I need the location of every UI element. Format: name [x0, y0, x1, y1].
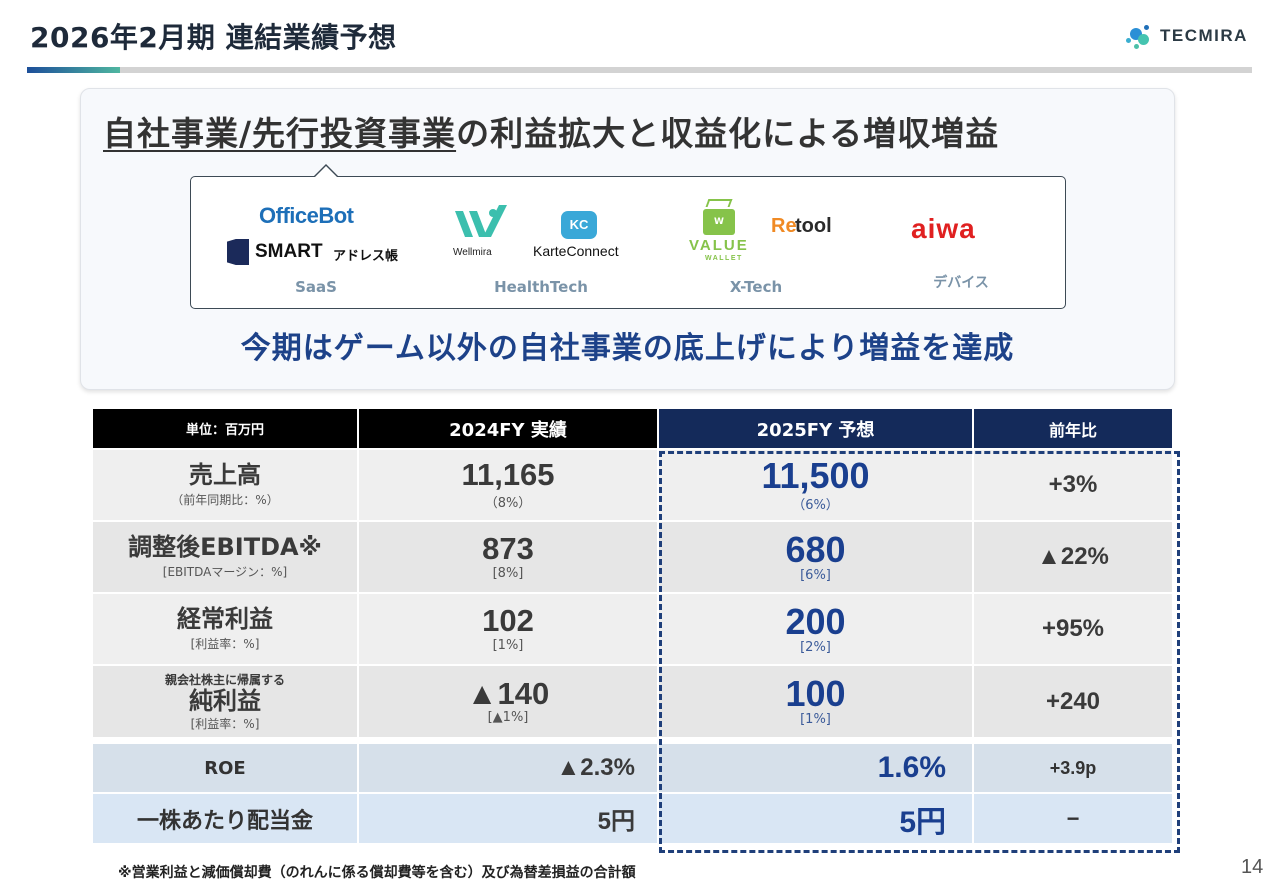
yoy-cell: ▲22%: [973, 520, 1174, 593]
table-row-ebitda: 調整後EBITDA※ [EBITDAマージン：%] 873 [8%] 680 [6%]…: [93, 520, 1174, 593]
row-label: 親会社株主に帰属する 純利益 [利益率：%]: [93, 664, 359, 737]
table-row-ordinary-profit: 経常利益 [利益率：%] 102 [1%] 200 [2%] +95%: [93, 592, 1174, 665]
title-divider: [27, 67, 1252, 73]
header-2025-forecast: 2025FY 予想: [658, 409, 974, 449]
row-label: ROE: [93, 742, 359, 793]
yoy-cell: +95%: [973, 592, 1174, 665]
table-row-roe: ROE ▲2.3% 1.6% +3.9p: [93, 742, 1174, 793]
category-label-saas: SaaS: [295, 278, 337, 296]
row-label: 一株あたり配当金: [93, 792, 359, 843]
retool-logo-tool: tool: [795, 215, 832, 237]
earnings-forecast-table: 単位：百万円 2024FY 実績 2025FY 予想 前年比 売上高 （前年同期比…: [93, 409, 1174, 843]
header-yoy: 前年比: [973, 409, 1174, 449]
table-row-dividend: 一株あたり配当金 5円 5円 −: [93, 792, 1174, 843]
forecast-cell: 1.6%: [658, 742, 974, 793]
hero-headline-rest: の利益拡大と収益化による増収増益: [456, 114, 1000, 153]
category-xtech: W VALUE WALLET Re tool X-Tech: [671, 177, 851, 310]
yoy-cell: +3%: [973, 448, 1174, 521]
forecast-cell: 200 [2%]: [658, 592, 974, 665]
retool-logo-re: Re: [771, 215, 797, 237]
actual-cell: ▲140 [▲1%]: [358, 664, 659, 737]
header-unit: 単位：百万円: [93, 409, 359, 449]
forecast-cell: 11,500 （6%）: [658, 448, 974, 521]
address-book-logo-suffix: アドレス帳: [333, 248, 399, 263]
business-callout: OfficeBot SMART アドレス帳 SaaS Wellmira KC K…: [190, 164, 1066, 310]
value-logo-text: VALUE: [689, 237, 749, 254]
category-label-device: デバイス: [933, 275, 989, 291]
footnote: ※営業利益と減価償却費（のれんに係る償却費等を含む）及び為替差損益の合計額: [118, 865, 636, 881]
wellmira-logo-icon: [455, 205, 507, 237]
actual-cell: 11,165 （8%）: [358, 448, 659, 521]
wallet-flap-shape: [705, 199, 733, 207]
actual-cell: 102 [1%]: [358, 592, 659, 665]
table-header-row: 単位：百万円 2024FY 実績 2025FY 予想 前年比: [93, 409, 1174, 449]
smart-address-book-icon: [227, 239, 249, 265]
forecast-cell: 100 [1%]: [658, 664, 974, 737]
category-healthtech: Wellmira KC KarteConnect HealthTech: [441, 177, 641, 310]
hero-summary: 今期はゲーム以外の自社事業の底上げにより増益を達成: [240, 331, 1015, 366]
value-wallet-logo-icon: W: [703, 209, 735, 235]
smart-logo: SMART: [255, 241, 323, 262]
hero-headline-underlined: 自社事業/先行投資事業: [103, 114, 457, 153]
row-label: 調整後EBITDA※ [EBITDAマージン：%]: [93, 520, 359, 593]
table-row-net-income: 親会社株主に帰属する 純利益 [利益率：%] ▲140 [▲1%] 100 [1%] +…: [93, 664, 1174, 737]
forecast-cell: 5円: [658, 792, 974, 843]
yoy-cell: +240: [973, 664, 1174, 737]
karteconnect-logo-text: KarteConnect: [533, 243, 619, 259]
wallet-logo-text: WALLET: [705, 255, 743, 262]
logo-text: TECMIRA: [1160, 26, 1248, 45]
callout-tail: [313, 164, 339, 177]
officebot-logo: OfficeBot: [259, 203, 354, 228]
actual-cell: 5円: [358, 792, 659, 843]
row-label: 売上高 （前年同期比：%）: [93, 448, 359, 521]
category-saas: OfficeBot SMART アドレス帳 SaaS: [221, 177, 411, 310]
hero-panel: 自社事業/先行投資事業の利益拡大と収益化による増収増益 OfficeBot SM…: [80, 88, 1175, 390]
yoy-cell: +3.9p: [973, 742, 1174, 793]
page-title: 2026年2月期 連結業績予想: [30, 21, 397, 54]
wellmira-logo-text: Wellmira: [453, 247, 492, 258]
forecast-cell: 680 [6%]: [658, 520, 974, 593]
category-label-healthtech: HealthTech: [494, 278, 588, 296]
category-label-xtech: X-Tech: [729, 278, 783, 296]
company-logo: TECMIRA: [1124, 22, 1248, 50]
header-2024-actual: 2024FY 実績: [358, 409, 659, 449]
hero-headline: 自社事業/先行投資事業の利益拡大と収益化による増収増益: [103, 107, 999, 155]
row-label: 経常利益 [利益率：%]: [93, 592, 359, 665]
table-row-revenue: 売上高 （前年同期比：%） 11,165 （8%） 11,500 （6%） +3%: [93, 448, 1174, 521]
actual-cell: ▲2.3%: [358, 742, 659, 793]
table-spacer: [93, 737, 1174, 743]
actual-cell: 873 [8%]: [358, 520, 659, 593]
aiwa-logo: aiwa: [911, 213, 976, 244]
tecmira-logo-icon: [1124, 22, 1152, 50]
title-divider-accent: [27, 67, 120, 73]
page-number: 14: [1241, 856, 1264, 878]
yoy-cell: −: [973, 792, 1174, 843]
category-device: aiwa デバイス: [881, 177, 1041, 310]
karteconnect-logo-icon: KC: [561, 211, 597, 239]
